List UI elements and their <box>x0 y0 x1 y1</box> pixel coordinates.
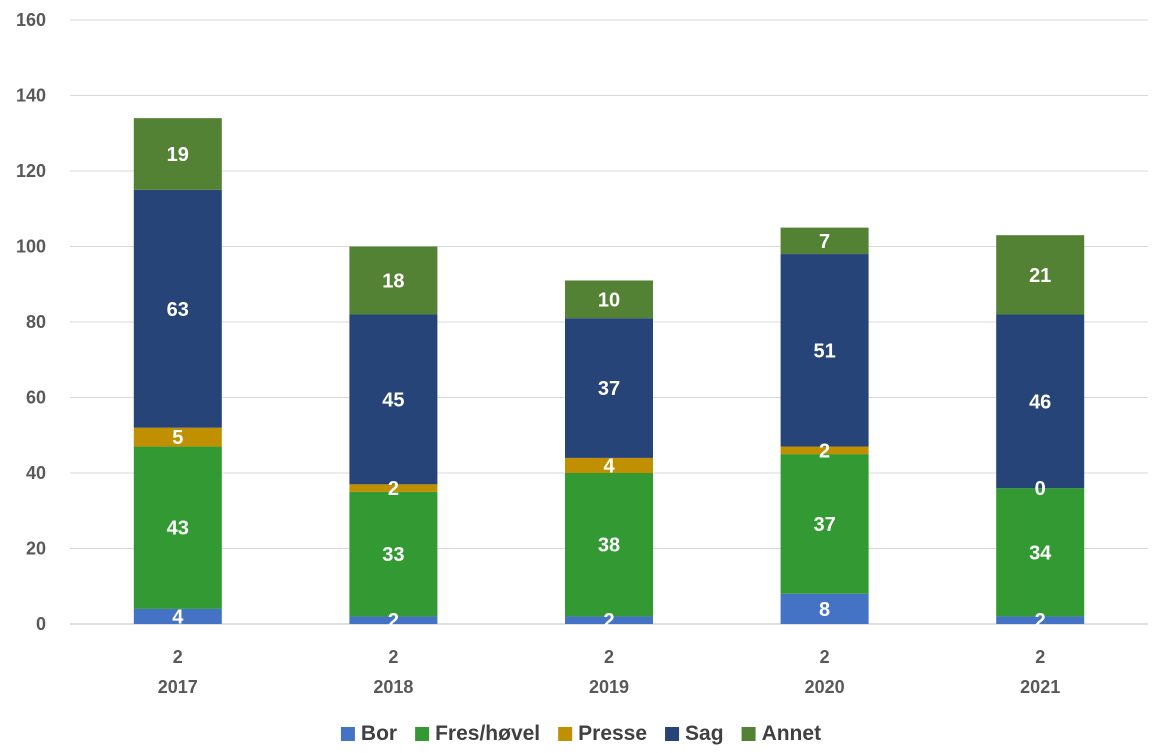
data-label: 46 <box>1029 391 1051 413</box>
bar-segment <box>996 235 1085 315</box>
data-label: 2 <box>388 610 399 632</box>
legend-label: Fres/høvel <box>435 722 540 745</box>
data-label: 8 <box>819 599 830 621</box>
data-label: 43 <box>167 518 189 540</box>
data-label: 45 <box>382 389 404 411</box>
y-tick-label: 160 <box>16 10 46 30</box>
data-label: 5 <box>172 427 183 449</box>
x-tick-label: 2018 <box>373 677 413 697</box>
data-label: 63 <box>167 299 189 321</box>
x-tick-label: 2 <box>820 647 830 667</box>
x-tick-label: 2 <box>173 647 183 667</box>
data-label: 10 <box>598 289 620 311</box>
legend: Bor Fres/høvel Presse Sag Annet <box>340 722 822 745</box>
y-tick-label: 60 <box>26 388 46 408</box>
data-label: 34 <box>1029 542 1052 564</box>
legend-swatch <box>558 727 573 741</box>
bar-segment <box>565 616 653 624</box>
bar-segment <box>780 593 869 624</box>
data-label: 2 <box>1035 610 1046 632</box>
bar-segment <box>133 118 222 190</box>
data-label: 2 <box>819 440 830 462</box>
y-tick-label: 100 <box>16 237 46 257</box>
data-label: 51 <box>813 340 835 362</box>
data-label: 18 <box>382 270 404 292</box>
legend-label: Presse <box>578 722 647 745</box>
x-axis-ticks: 2 2017 2 2018 2 2019 2 2020 2 2021 <box>158 647 1060 697</box>
data-label: 37 <box>598 378 620 400</box>
bar-segment <box>565 473 653 617</box>
x-tick-label: 2017 <box>158 677 198 697</box>
y-tick-label: 80 <box>26 312 46 332</box>
bar-segment <box>349 246 438 315</box>
bar-segment <box>349 484 438 492</box>
legend-swatch <box>415 727 430 741</box>
data-label: 7 <box>819 231 830 253</box>
data-label: 21 <box>1029 265 1051 287</box>
bar-segment <box>133 427 222 447</box>
data-label: 37 <box>813 514 835 536</box>
bar-segment <box>133 446 222 609</box>
bar-segment <box>349 491 438 617</box>
bar-segment <box>349 616 438 624</box>
legend-label: Sag <box>685 722 724 745</box>
x-tick-label: 2021 <box>1020 677 1060 697</box>
bar-segment <box>133 608 222 624</box>
x-tick-label: 2019 <box>589 677 629 697</box>
data-label: 19 <box>167 144 189 166</box>
bar-segment <box>349 314 438 485</box>
data-label: 33 <box>382 544 404 566</box>
data-label: 0 <box>1035 478 1046 500</box>
y-tick-label: 40 <box>26 463 46 483</box>
bar-segment <box>996 488 1085 617</box>
bar-segment <box>780 227 869 255</box>
bar-segment <box>565 318 653 458</box>
legend-swatch <box>340 727 355 741</box>
legend-label: Bor <box>361 722 397 745</box>
bar-segment <box>133 189 222 428</box>
data-label: 4 <box>172 606 184 628</box>
y-tick-label: 20 <box>26 539 46 559</box>
bar-segment <box>565 457 653 473</box>
bar-segment <box>780 446 869 455</box>
data-labels: 4 43 5 63 19 2 33 2 45 18 2 38 4 37 10 8 37 2 51 7 2 34 0 46 21 <box>167 144 1053 632</box>
y-tick-label: 0 <box>36 614 46 634</box>
x-tick-label: 2 <box>388 647 398 667</box>
bars <box>133 118 1085 624</box>
bar-segment <box>996 616 1085 624</box>
legend-swatch <box>665 727 680 741</box>
y-axis-ticks: 0 20 40 60 80 100 120 140 160 <box>16 10 46 634</box>
legend-swatch <box>741 727 756 741</box>
data-label: 38 <box>598 535 620 557</box>
data-label: 4 <box>603 455 615 477</box>
y-tick-label: 140 <box>16 86 46 106</box>
legend-label: Annet <box>762 722 822 745</box>
bar-segment <box>996 314 1085 489</box>
bar-segment <box>780 454 869 594</box>
data-label: 2 <box>603 610 614 632</box>
x-tick-label: 2 <box>604 647 614 667</box>
y-tick-label: 120 <box>16 161 46 181</box>
data-label: 2 <box>388 478 399 500</box>
bar-segment <box>565 280 653 319</box>
x-tick-label: 2020 <box>805 677 845 697</box>
x-tick-label: 2 <box>1035 647 1045 667</box>
bar-segment <box>780 254 869 447</box>
